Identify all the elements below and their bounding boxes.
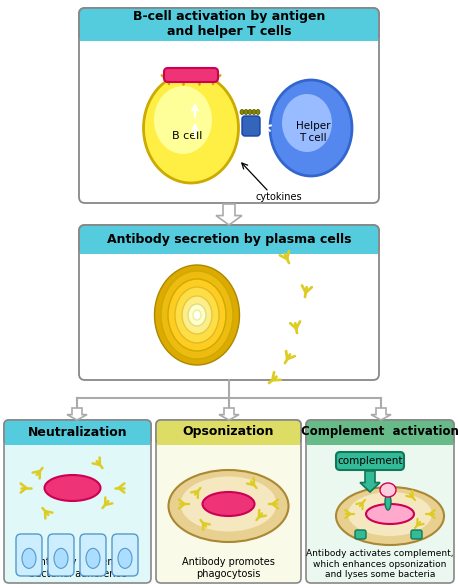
FancyBboxPatch shape (112, 534, 138, 576)
Ellipse shape (168, 279, 226, 351)
Ellipse shape (380, 483, 396, 497)
Ellipse shape (180, 476, 277, 532)
Polygon shape (360, 471, 380, 492)
Text: B cell: B cell (172, 131, 202, 141)
FancyBboxPatch shape (16, 534, 42, 576)
Ellipse shape (182, 296, 212, 334)
FancyBboxPatch shape (411, 530, 422, 539)
Ellipse shape (252, 109, 256, 115)
Text: Antibody promotes
phagocytosis: Antibody promotes phagocytosis (182, 557, 275, 579)
FancyBboxPatch shape (48, 534, 74, 576)
Text: Opsonization: Opsonization (183, 426, 274, 439)
Ellipse shape (256, 109, 260, 115)
FancyBboxPatch shape (156, 420, 301, 444)
Ellipse shape (161, 271, 233, 359)
FancyBboxPatch shape (79, 225, 379, 253)
Bar (5, 432, 150, 445)
Ellipse shape (248, 109, 252, 115)
Ellipse shape (44, 475, 100, 501)
Ellipse shape (193, 310, 201, 320)
Text: Neutralization: Neutralization (27, 426, 127, 439)
Ellipse shape (154, 265, 240, 365)
Ellipse shape (202, 492, 255, 516)
Ellipse shape (348, 492, 432, 536)
Ellipse shape (175, 287, 219, 343)
Polygon shape (219, 408, 239, 420)
Ellipse shape (385, 494, 391, 510)
Bar (80, 24, 378, 41)
FancyBboxPatch shape (156, 420, 301, 583)
Ellipse shape (366, 504, 414, 524)
Ellipse shape (244, 109, 248, 115)
Text: cytokines: cytokines (256, 192, 302, 202)
Text: Complement  activation: Complement activation (301, 426, 458, 439)
Polygon shape (216, 204, 242, 225)
Ellipse shape (336, 487, 444, 545)
FancyBboxPatch shape (355, 530, 366, 539)
Ellipse shape (118, 549, 132, 569)
FancyBboxPatch shape (79, 8, 379, 40)
Text: B-cell activation by antigen
and helper T cells: B-cell activation by antigen and helper … (133, 10, 325, 38)
FancyBboxPatch shape (4, 420, 151, 444)
FancyBboxPatch shape (306, 420, 454, 583)
FancyBboxPatch shape (164, 68, 218, 82)
Ellipse shape (154, 86, 212, 154)
Ellipse shape (169, 470, 289, 542)
Ellipse shape (270, 80, 352, 176)
Bar (157, 432, 300, 445)
Ellipse shape (143, 73, 239, 183)
Ellipse shape (86, 549, 100, 569)
Bar (80, 239, 378, 254)
FancyBboxPatch shape (336, 452, 404, 470)
FancyBboxPatch shape (79, 8, 379, 203)
Text: Helper
T cell: Helper T cell (296, 121, 330, 143)
FancyBboxPatch shape (242, 116, 260, 136)
Text: complement: complement (337, 456, 403, 466)
Ellipse shape (240, 109, 244, 115)
Ellipse shape (22, 549, 36, 569)
FancyBboxPatch shape (4, 420, 151, 583)
Text: Antibody prevents
bacterial adherence: Antibody prevents bacterial adherence (28, 557, 126, 579)
Ellipse shape (54, 549, 68, 569)
Bar (307, 432, 453, 445)
Ellipse shape (188, 304, 206, 326)
Polygon shape (67, 408, 87, 420)
Text: Antibody secretion by plasma cells: Antibody secretion by plasma cells (107, 232, 351, 246)
Text: Antibody activates complement,
which enhances opsonization
and lyses some bacter: Antibody activates complement, which enh… (306, 549, 454, 579)
FancyBboxPatch shape (79, 225, 379, 380)
FancyBboxPatch shape (306, 420, 454, 444)
FancyBboxPatch shape (80, 534, 106, 576)
Polygon shape (371, 408, 391, 420)
Ellipse shape (282, 94, 332, 152)
